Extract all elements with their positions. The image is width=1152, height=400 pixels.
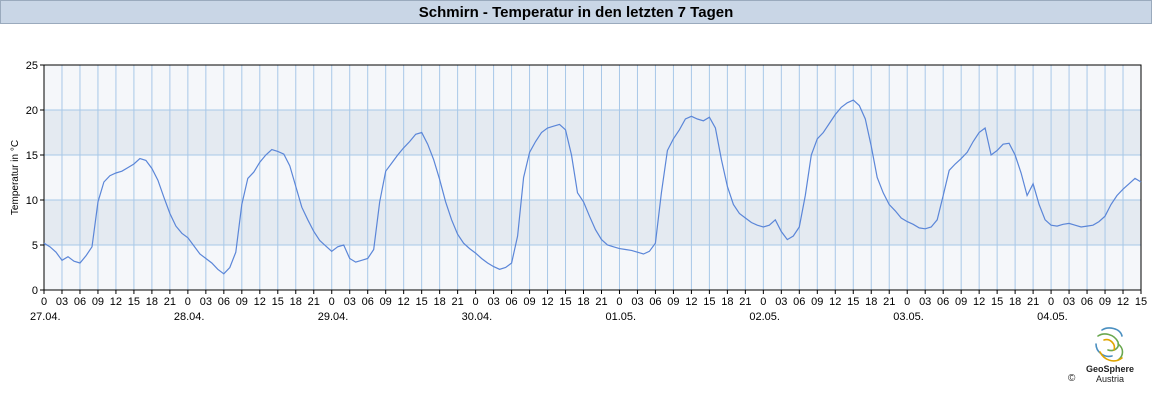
x-tick-label: 03 (631, 296, 643, 308)
x-tick-label: 06 (1081, 296, 1093, 308)
y-band (44, 155, 1141, 200)
x-tick-label: 0 (904, 296, 910, 308)
x-tick-label: 21 (451, 296, 463, 308)
x-tick-label: 03 (200, 296, 212, 308)
x-tick-label: 15 (847, 296, 859, 308)
x-tick-label: 21 (164, 296, 176, 308)
x-date-label: 04.05. (1037, 311, 1068, 323)
x-tick-label: 09 (236, 296, 248, 308)
plot-frame (43, 64, 1142, 291)
x-tick-label: 21 (883, 296, 895, 308)
x-tick-label: 06 (218, 296, 230, 308)
y-tick-label: 0 (32, 285, 38, 297)
y-tick-label: 5 (32, 240, 38, 252)
x-tick-label: 0 (1048, 296, 1054, 308)
x-tick-label: 18 (434, 296, 446, 308)
copyright-mark: © (1068, 373, 1076, 384)
x-date-label: 02.05. (749, 311, 780, 323)
x-tick-label: 15 (1135, 296, 1147, 308)
x-tick-label: 06 (505, 296, 517, 308)
logo-name: GeoSphere (1085, 364, 1134, 374)
x-tick-label: 12 (829, 296, 841, 308)
x-tick-label: 15 (991, 296, 1003, 308)
x-tick-label: 12 (685, 296, 697, 308)
x-tick-label: 09 (955, 296, 967, 308)
x-date-label: 27.04. (30, 311, 61, 323)
x-tick-label: 09 (92, 296, 104, 308)
geosphere-logo-icon (1095, 327, 1124, 362)
x-tick-label: 06 (362, 296, 374, 308)
x-tick-label: 0 (473, 296, 479, 308)
x-tick-label: 21 (308, 296, 320, 308)
x-tick-label: 09 (523, 296, 535, 308)
x-tick-label: 18 (721, 296, 733, 308)
x-tick-label: 18 (577, 296, 589, 308)
x-tick-label: 15 (272, 296, 284, 308)
x-tick-label: 12 (254, 296, 266, 308)
x-tick-label: 21 (739, 296, 751, 308)
x-tick-label: 03 (1063, 296, 1075, 308)
temperature-series-line (43, 99, 1142, 275)
x-date-label: 30.04. (462, 311, 493, 323)
x-tick-label: 12 (973, 296, 985, 308)
x-date-label: 28.04. (174, 311, 205, 323)
x-tick-label: 09 (1099, 296, 1111, 308)
x-tick-label: 03 (775, 296, 787, 308)
x-tick-label: 21 (595, 296, 607, 308)
x-tick-label: 03 (344, 296, 356, 308)
x-tick-label: 03 (56, 296, 68, 308)
x-date-label: 03.05. (893, 311, 924, 323)
x-tick-label: 12 (110, 296, 122, 308)
x-tick-label: 0 (185, 296, 191, 308)
chart-title: Schmirn - Temperatur in den letzten 7 Ta… (418, 3, 734, 21)
x-tick-label: 0 (760, 296, 766, 308)
x-tick-label: 09 (380, 296, 392, 308)
y-band (44, 245, 1141, 290)
x-tick-label: 09 (667, 296, 679, 308)
x-date-label: 01.05. (605, 311, 636, 323)
y-tick-label: 25 (26, 60, 38, 72)
x-tick-label: 12 (1117, 296, 1129, 308)
x-tick-label: 09 (811, 296, 823, 308)
x-tick-label: 18 (865, 296, 877, 308)
x-tick-label: 15 (416, 296, 428, 308)
x-tick-label: 12 (398, 296, 410, 308)
x-tick-label: 06 (793, 296, 805, 308)
y-axis-label: Temperatur in °C (10, 140, 21, 215)
y-band (44, 110, 1141, 155)
x-tick-label: 03 (487, 296, 499, 308)
x-tick-label: 0 (616, 296, 622, 308)
x-tick-label: 21 (1027, 296, 1039, 308)
x-tick-label: 12 (541, 296, 553, 308)
logo-sub: Austria (1095, 374, 1124, 384)
x-tick-label: 18 (1009, 296, 1021, 308)
y-band (44, 65, 1141, 110)
x-date-label: 29.04. (318, 311, 349, 323)
x-tick-label: 15 (128, 296, 140, 308)
x-tick-label: 18 (290, 296, 302, 308)
y-tick-label: 15 (26, 150, 38, 162)
chart-title-bar: Schmirn - Temperatur in den letzten 7 Ta… (0, 0, 1152, 24)
x-tick-label: 03 (919, 296, 931, 308)
x-tick-label: 15 (559, 296, 571, 308)
x-tick-label: 15 (703, 296, 715, 308)
x-tick-label: 0 (329, 296, 335, 308)
x-tick-label: 06 (937, 296, 949, 308)
y-tick-label: 20 (26, 105, 38, 117)
x-tick-label: 18 (146, 296, 158, 308)
x-tick-label: 06 (649, 296, 661, 308)
y-tick-label: 10 (26, 195, 38, 207)
x-tick-label: 06 (74, 296, 86, 308)
x-tick-label: 0 (41, 296, 47, 308)
